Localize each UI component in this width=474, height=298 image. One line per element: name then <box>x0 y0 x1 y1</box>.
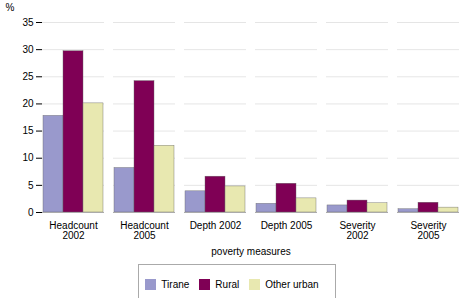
svg-text:5: 5 <box>28 180 34 191</box>
svg-text:0: 0 <box>28 207 34 218</box>
svg-text:Depth 2002: Depth 2002 <box>190 220 242 231</box>
svg-text:Severity2005: Severity2005 <box>410 220 446 241</box>
svg-text:25: 25 <box>22 71 34 82</box>
svg-text:Headcount2002: Headcount2002 <box>49 220 98 241</box>
svg-text:15: 15 <box>22 125 34 136</box>
svg-text:35: 35 <box>22 17 34 28</box>
html-text:Tirane: Tirane <box>161 279 190 290</box>
svg-text:10: 10 <box>22 152 34 163</box>
svg-text:Severity2002: Severity2002 <box>339 220 375 241</box>
svg-text:Headcount2005: Headcount2005 <box>120 220 169 241</box>
html-text:Other urban: Other urban <box>265 279 319 290</box>
svg-text:30: 30 <box>22 44 34 55</box>
svg-text:20: 20 <box>22 98 34 109</box>
svg-text:Depth 2005: Depth 2005 <box>261 220 313 231</box>
svg-text:poverty measures: poverty measures <box>211 246 290 257</box>
svg-text:%: % <box>6 2 15 13</box>
html-text:Rural: Rural <box>215 279 240 290</box>
